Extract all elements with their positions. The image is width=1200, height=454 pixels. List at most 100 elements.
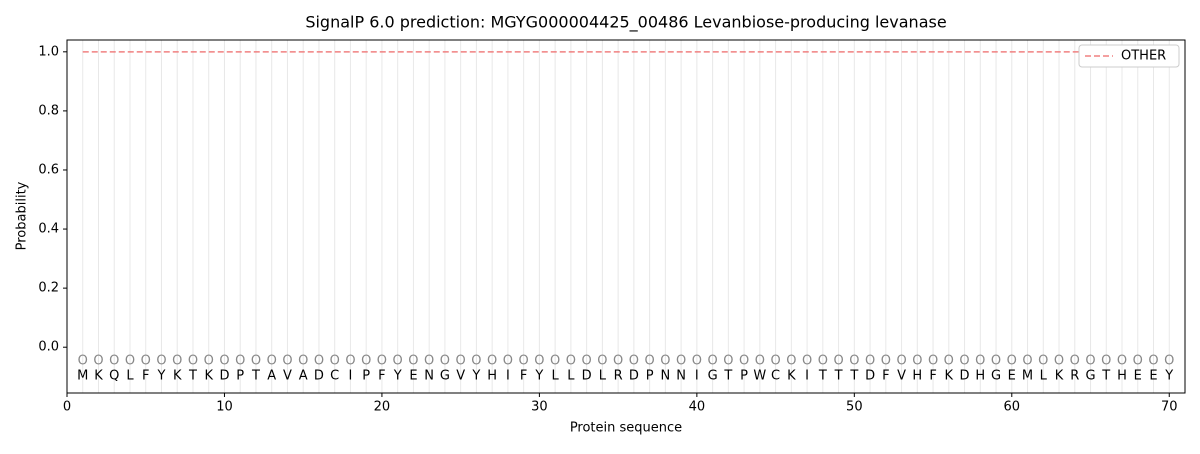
residue-label: E: [1008, 369, 1016, 384]
region-label: O: [1133, 354, 1143, 369]
region-label: O: [361, 354, 371, 369]
residue-label: P: [740, 369, 748, 384]
region-label: O: [188, 354, 198, 369]
residue-label: C: [771, 369, 780, 384]
residue-label: N: [424, 369, 434, 384]
residue-label: Y: [1164, 369, 1173, 384]
region-label: O: [251, 354, 261, 369]
residue-label: I: [805, 369, 809, 384]
residue-label: K: [1055, 369, 1064, 384]
region-label: O: [739, 354, 749, 369]
residue-label: T: [818, 369, 827, 384]
residue-label: L: [1040, 369, 1048, 384]
region-label: O: [78, 354, 88, 369]
x-tick-label: 70: [1161, 400, 1178, 415]
residue-label: T: [849, 369, 858, 384]
region-label: O: [818, 354, 828, 369]
region-label: O: [849, 354, 859, 369]
residue-label: Y: [471, 369, 480, 384]
region-label: O: [172, 354, 182, 369]
region-label: O: [408, 354, 418, 369]
x-tick-label: 40: [689, 400, 706, 415]
region-label: O: [912, 354, 922, 369]
y-tick-label: 0.8: [38, 103, 59, 118]
residue-label: G: [440, 369, 450, 384]
y-tick-label: 1.0: [38, 44, 59, 59]
x-tick-label: 30: [531, 400, 548, 415]
region-label: O: [692, 354, 702, 369]
region-label: O: [141, 354, 151, 369]
residue-label: H: [1117, 369, 1127, 384]
region-label: O: [456, 354, 466, 369]
region-label: O: [660, 354, 670, 369]
region-label: O: [377, 354, 387, 369]
region-label: O: [1101, 354, 1111, 369]
residue-label: G: [991, 369, 1001, 384]
residue-label: G: [1085, 369, 1095, 384]
residue-label: M: [1022, 369, 1033, 384]
region-label: O: [1164, 354, 1174, 369]
region-label: O: [613, 354, 623, 369]
region-label: O: [928, 354, 938, 369]
residue-label: K: [787, 369, 796, 384]
residue-label: V: [897, 369, 906, 384]
residue-label: Y: [157, 369, 166, 384]
x-tick-label: 10: [216, 400, 233, 415]
region-label: O: [865, 354, 875, 369]
region-label: O: [550, 354, 560, 369]
residue-label: D: [219, 369, 229, 384]
region-label: O: [424, 354, 434, 369]
region-label: O: [770, 354, 780, 369]
region-label: O: [298, 354, 308, 369]
region-label: O: [204, 354, 214, 369]
region-label: O: [1117, 354, 1127, 369]
residue-label: K: [204, 369, 213, 384]
residue-label: E: [1149, 369, 1157, 384]
residue-label: Q: [109, 369, 119, 384]
axes-frame: [66, 39, 1186, 394]
residue-label: K: [94, 369, 103, 384]
region-label: O: [597, 354, 607, 369]
residue-label: F: [142, 369, 149, 384]
residue-label: H: [912, 369, 922, 384]
region-label: O: [267, 354, 277, 369]
region-label: O: [1148, 354, 1158, 369]
residue-label: A: [299, 369, 308, 384]
y-tick-label: 0.0: [38, 340, 59, 355]
x-tick-label: 60: [1004, 400, 1021, 415]
region-label: O: [519, 354, 529, 369]
x-tick-label: 20: [374, 400, 391, 415]
residue-label: I: [506, 369, 510, 384]
region-label: O: [330, 354, 340, 369]
region-label: O: [235, 354, 245, 369]
residue-label: Y: [534, 369, 543, 384]
y-tick-label: 0.6: [38, 162, 59, 177]
residue-label: F: [520, 369, 527, 384]
region-label: O: [566, 354, 576, 369]
residue-label: I: [349, 369, 353, 384]
region-label: O: [582, 354, 592, 369]
region-label: O: [1085, 354, 1095, 369]
residue-label: E: [409, 369, 417, 384]
y-tick-label: 0.2: [38, 281, 59, 296]
residue-label: I: [695, 369, 699, 384]
y-tick-label: 0.4: [38, 222, 59, 237]
residue-label: K: [173, 369, 182, 384]
residue-label: R: [1070, 369, 1079, 384]
residue-label: P: [236, 369, 244, 384]
residue-label: T: [834, 369, 843, 384]
region-label: O: [109, 354, 119, 369]
residue-label: E: [1134, 369, 1142, 384]
residue-label: F: [882, 369, 889, 384]
residue-label: C: [330, 369, 339, 384]
region-label: O: [755, 354, 765, 369]
residue-label: T: [723, 369, 732, 384]
region-label: O: [314, 354, 324, 369]
region-label: O: [487, 354, 497, 369]
region-label: O: [1070, 354, 1080, 369]
residue-label: T: [251, 369, 260, 384]
legend-box: [1078, 44, 1180, 68]
chart-title: SignalP 6.0 prediction: MGYG000004425_00…: [305, 13, 946, 33]
residue-label: H: [975, 369, 985, 384]
region-label: O: [707, 354, 717, 369]
